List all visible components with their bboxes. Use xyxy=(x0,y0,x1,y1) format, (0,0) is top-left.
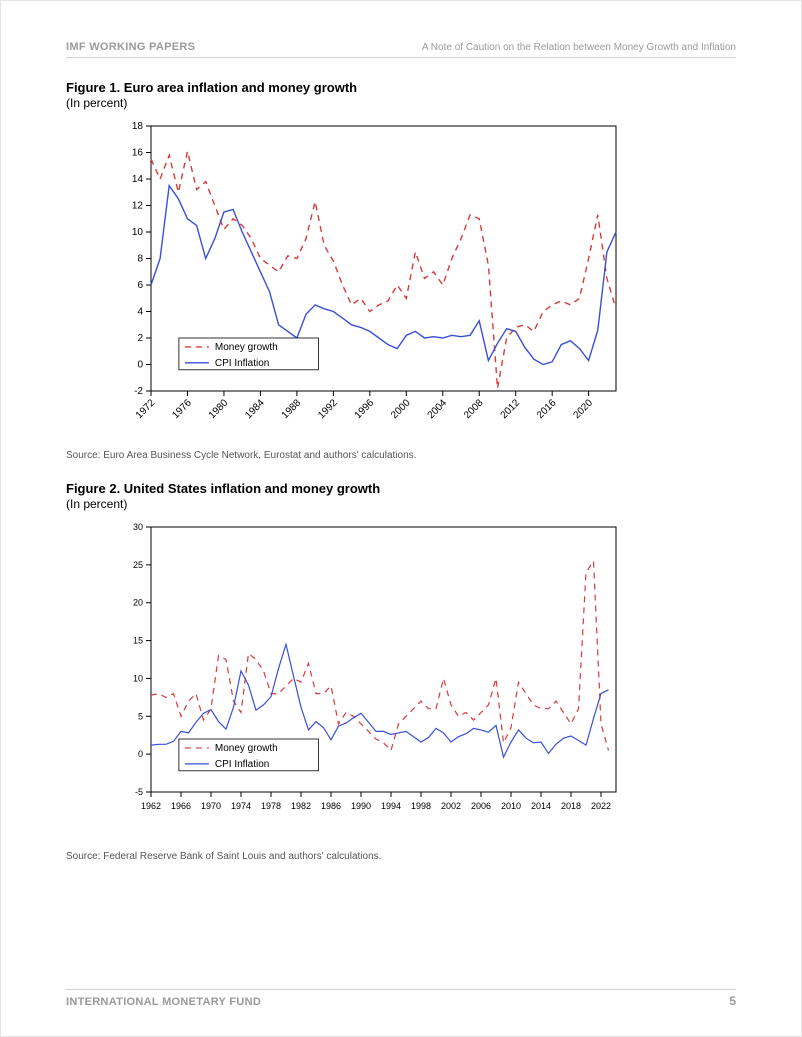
svg-text:16: 16 xyxy=(132,148,144,159)
svg-text:2022: 2022 xyxy=(591,801,611,811)
svg-text:2008: 2008 xyxy=(462,397,486,421)
svg-text:2006: 2006 xyxy=(471,801,491,811)
footer-org: INTERNATIONAL MONETARY FUND xyxy=(66,996,261,1008)
svg-text:1972: 1972 xyxy=(134,397,158,421)
svg-text:2002: 2002 xyxy=(441,801,461,811)
svg-text:1986: 1986 xyxy=(321,801,341,811)
figure-2-subtitle: (In percent) xyxy=(66,497,736,511)
header-title: A Note of Caution on the Relation betwee… xyxy=(422,42,736,53)
svg-text:12: 12 xyxy=(132,201,144,212)
svg-text:1988: 1988 xyxy=(280,397,304,421)
figure-2-chart: -5 0 5 10 15 20 25 30 1962 1966 1970 1974 1978 1982 19… xyxy=(96,517,636,847)
svg-text:2010: 2010 xyxy=(501,801,521,811)
svg-text:-2: -2 xyxy=(134,386,143,397)
svg-text:2004: 2004 xyxy=(426,397,450,421)
svg-text:6: 6 xyxy=(137,280,143,291)
svg-text:10: 10 xyxy=(133,673,143,683)
svg-text:1984: 1984 xyxy=(243,397,267,421)
figure-1-title: Figure 1. Euro area inflation and money … xyxy=(66,80,736,95)
svg-text:5: 5 xyxy=(138,711,143,721)
svg-text:1978: 1978 xyxy=(261,801,281,811)
header-series: IMF WORKING PAPERS xyxy=(66,41,195,53)
svg-text:1992: 1992 xyxy=(316,397,340,421)
svg-text:1980: 1980 xyxy=(207,397,231,421)
svg-text:1996: 1996 xyxy=(353,397,377,421)
figure-2: Figure 2. United States inflation and mo… xyxy=(66,481,736,862)
svg-text:1962: 1962 xyxy=(141,801,161,811)
page-footer: INTERNATIONAL MONETARY FUND 5 xyxy=(66,989,736,1008)
svg-text:14: 14 xyxy=(132,174,144,185)
page-header: IMF WORKING PAPERS A Note of Caution on … xyxy=(66,41,736,58)
figure-1-source: Source: Euro Area Business Cycle Network… xyxy=(66,450,736,461)
svg-text:2016: 2016 xyxy=(535,397,559,421)
figure-1-chart: -2 0 2 4 6 8 10 12 14 16 18 1972 1976 1980 1984 1988 199… xyxy=(96,116,636,446)
svg-text:4: 4 xyxy=(137,307,143,318)
svg-text:2012: 2012 xyxy=(499,397,523,421)
svg-text:20: 20 xyxy=(133,598,143,608)
svg-text:18: 18 xyxy=(132,121,144,132)
svg-text:1998: 1998 xyxy=(411,801,431,811)
svg-text:15: 15 xyxy=(133,636,143,646)
svg-text:1974: 1974 xyxy=(231,801,251,811)
svg-text:1966: 1966 xyxy=(171,801,191,811)
figure-2-source: Source: Federal Reserve Bank of Saint Lo… xyxy=(66,851,736,862)
svg-text:-5: -5 xyxy=(135,787,143,797)
svg-text:8: 8 xyxy=(137,254,143,265)
svg-text:CPI Inflation: CPI Inflation xyxy=(215,358,269,369)
svg-text:0: 0 xyxy=(138,749,143,759)
svg-text:2000: 2000 xyxy=(389,397,413,421)
svg-text:30: 30 xyxy=(133,522,143,532)
svg-text:1994: 1994 xyxy=(381,801,401,811)
svg-text:2020: 2020 xyxy=(571,397,595,421)
svg-text:2014: 2014 xyxy=(531,801,551,811)
svg-text:1982: 1982 xyxy=(291,801,311,811)
figure-2-title: Figure 2. United States inflation and mo… xyxy=(66,481,736,496)
svg-text:1970: 1970 xyxy=(201,801,221,811)
svg-text:Money growth: Money growth xyxy=(215,743,278,754)
svg-text:10: 10 xyxy=(132,227,144,238)
figure-1: Figure 1. Euro area inflation and money … xyxy=(66,80,736,461)
svg-text:CPI Inflation: CPI Inflation xyxy=(215,759,269,770)
svg-text:1976: 1976 xyxy=(170,397,194,421)
svg-text:2018: 2018 xyxy=(561,801,581,811)
svg-text:1990: 1990 xyxy=(351,801,371,811)
svg-text:2: 2 xyxy=(137,333,143,344)
svg-text:0: 0 xyxy=(137,360,143,371)
svg-text:25: 25 xyxy=(133,560,143,570)
figure-1-subtitle: (In percent) xyxy=(66,96,736,110)
footer-page-number: 5 xyxy=(729,994,736,1008)
svg-text:Money growth: Money growth xyxy=(215,342,278,353)
